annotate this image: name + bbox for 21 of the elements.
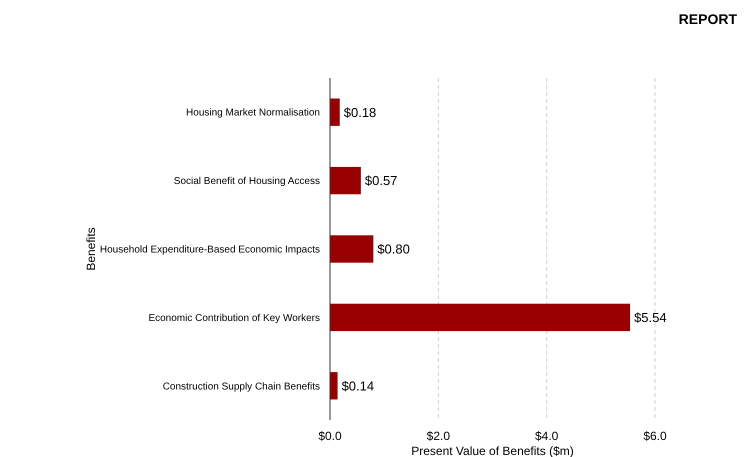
text: REPORT (678, 11, 738, 27)
data-label: $0.57 (364, 173, 398, 188)
data-label: $0.18 (344, 104, 376, 120)
bar (330, 98, 340, 126)
x-tick-label: $0.0 (318, 429, 342, 443)
y-axis-title: Benefits (84, 227, 98, 271)
bar (330, 166, 361, 194)
x-tick-label: $2.0 (426, 429, 450, 443)
y-tick-label: Social Benefit of Housing Access (174, 176, 320, 188)
bar (330, 235, 374, 263)
data-label: $5.54 (634, 310, 667, 325)
y-tick-label: Construction Supply Chain Benefits (162, 381, 320, 392)
bar (330, 304, 630, 332)
data-label: $0.14 (342, 378, 374, 394)
x-tick-label: $6.0 (643, 429, 667, 443)
x-tick-label: $4.0 (534, 429, 559, 443)
data-label: $0.80 (377, 242, 410, 257)
y-tick-label: Housing Market Normalisation (186, 108, 320, 119)
y-tick-label: Household Expenditure-Based Economic Impacts (100, 244, 320, 256)
bar (330, 372, 338, 400)
y-tick-label: Economic Contribution of Key Workers (148, 312, 320, 324)
